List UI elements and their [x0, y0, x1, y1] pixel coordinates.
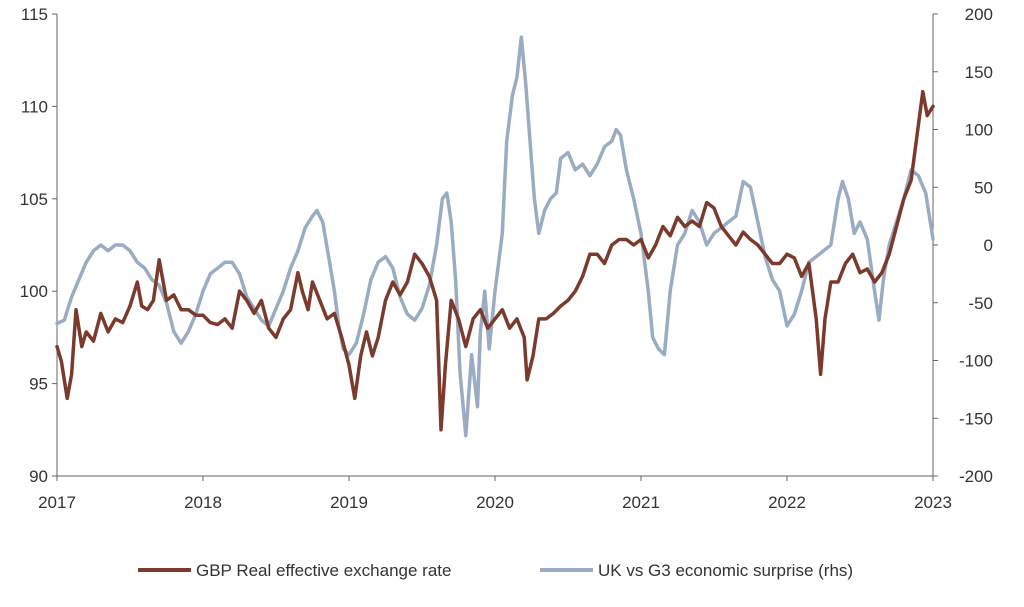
legend-item-gbp: GBP Real effective exchange rate: [138, 561, 451, 580]
right-tick-label: -200: [959, 467, 993, 486]
x-tick-label: 2020: [476, 493, 514, 512]
left-tick-label: 115: [21, 5, 48, 24]
right-axis-ticks: -200 -150 -100 -50 0 50 100 150 200: [933, 5, 993, 486]
x-tick-label: 2023: [914, 493, 952, 512]
left-tick-label: 105: [20, 190, 48, 209]
right-tick-label: 200: [965, 5, 993, 24]
x-tick-label: 2017: [38, 493, 76, 512]
x-tick-label: 2022: [768, 493, 806, 512]
x-tick-label: 2018: [184, 493, 222, 512]
right-tick-label: -50: [968, 294, 993, 313]
left-tick-label: 90: [29, 467, 48, 486]
x-tick-label: 2019: [330, 493, 368, 512]
right-tick-label: 150: [965, 63, 993, 82]
right-tick-label: 50: [974, 178, 993, 197]
legend-item-surprise: UK vs G3 economic surprise (rhs): [540, 561, 853, 580]
right-tick-label: 100: [965, 121, 993, 140]
x-tick-label: 2021: [622, 493, 660, 512]
left-tick-label: 110: [21, 97, 48, 116]
legend: GBP Real effective exchange rate UK vs G…: [138, 561, 853, 580]
series-line-uk-g3-surprise: [55, 35, 935, 438]
legend-label-gbp: GBP Real effective exchange rate: [196, 561, 451, 580]
series-lines: [55, 35, 935, 438]
axes: [56, 14, 934, 477]
right-tick-label: -100: [959, 352, 993, 371]
series-line-gbp-reer: [55, 89, 935, 432]
left-tick-label: 95: [29, 375, 48, 394]
x-axis-ticks: 2017 2018 2019 2020 2021 2022 2023: [38, 476, 952, 512]
legend-label-surprise: UK vs G3 economic surprise (rhs): [598, 561, 853, 580]
right-tick-label: 0: [984, 236, 993, 255]
right-tick-label: -150: [959, 409, 993, 428]
left-tick-label: 100: [20, 282, 48, 301]
left-axis-ticks: 90 95 100 105 110 115: [20, 5, 57, 486]
